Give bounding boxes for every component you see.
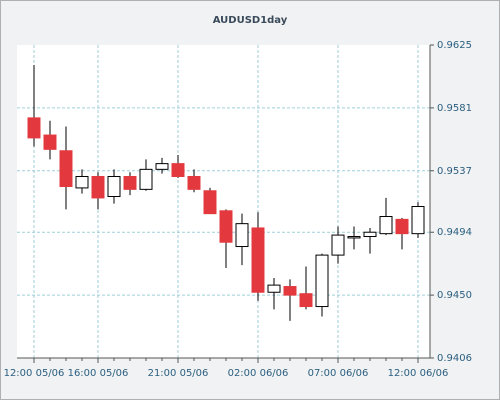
candle-body xyxy=(59,150,73,187)
candle-body xyxy=(43,134,57,150)
candle-body xyxy=(411,206,425,235)
y-tick-label: 0.9494 xyxy=(437,227,472,238)
x-tick-label: 07:00 06/06 xyxy=(308,368,369,379)
candle-body xyxy=(299,293,313,308)
y-tick-label: 0.9581 xyxy=(437,103,472,114)
candle-body xyxy=(235,223,249,248)
candle-body xyxy=(395,218,409,235)
chart-title: AUDUSD1day xyxy=(213,15,288,26)
candle-body xyxy=(91,175,105,199)
plot-area xyxy=(17,45,430,358)
candle-body xyxy=(75,175,89,189)
candle-body xyxy=(27,117,41,139)
candle-body xyxy=(379,216,393,235)
candle-body xyxy=(267,284,281,293)
candle-body xyxy=(155,163,169,170)
candle-body xyxy=(219,210,233,243)
candle-body xyxy=(283,286,297,296)
candle-body xyxy=(347,236,361,239)
candle-body xyxy=(123,175,137,190)
candle-body xyxy=(331,234,345,256)
candle-body xyxy=(203,190,217,215)
x-tick-label: 02:00 06/06 xyxy=(228,368,289,379)
candle-body xyxy=(107,175,121,197)
y-tick-label: 0.9406 xyxy=(437,353,472,364)
y-tick-label: 0.9537 xyxy=(437,166,472,177)
x-tick-label: 12:00 06/06 xyxy=(388,368,449,379)
candle-body xyxy=(251,227,265,293)
x-tick-label: 12:00 05/06 xyxy=(4,368,65,379)
candle-body xyxy=(363,231,377,238)
y-tick-label: 0.9625 xyxy=(437,40,472,51)
candle-body xyxy=(139,168,153,190)
y-tick-label: 0.9450 xyxy=(437,290,472,301)
candle-body xyxy=(187,175,201,190)
x-tick-label: 21:00 05/06 xyxy=(148,368,209,379)
candle-body xyxy=(171,163,185,177)
candle-body xyxy=(315,254,329,308)
x-tick-label: 16:00 05/06 xyxy=(68,368,129,379)
